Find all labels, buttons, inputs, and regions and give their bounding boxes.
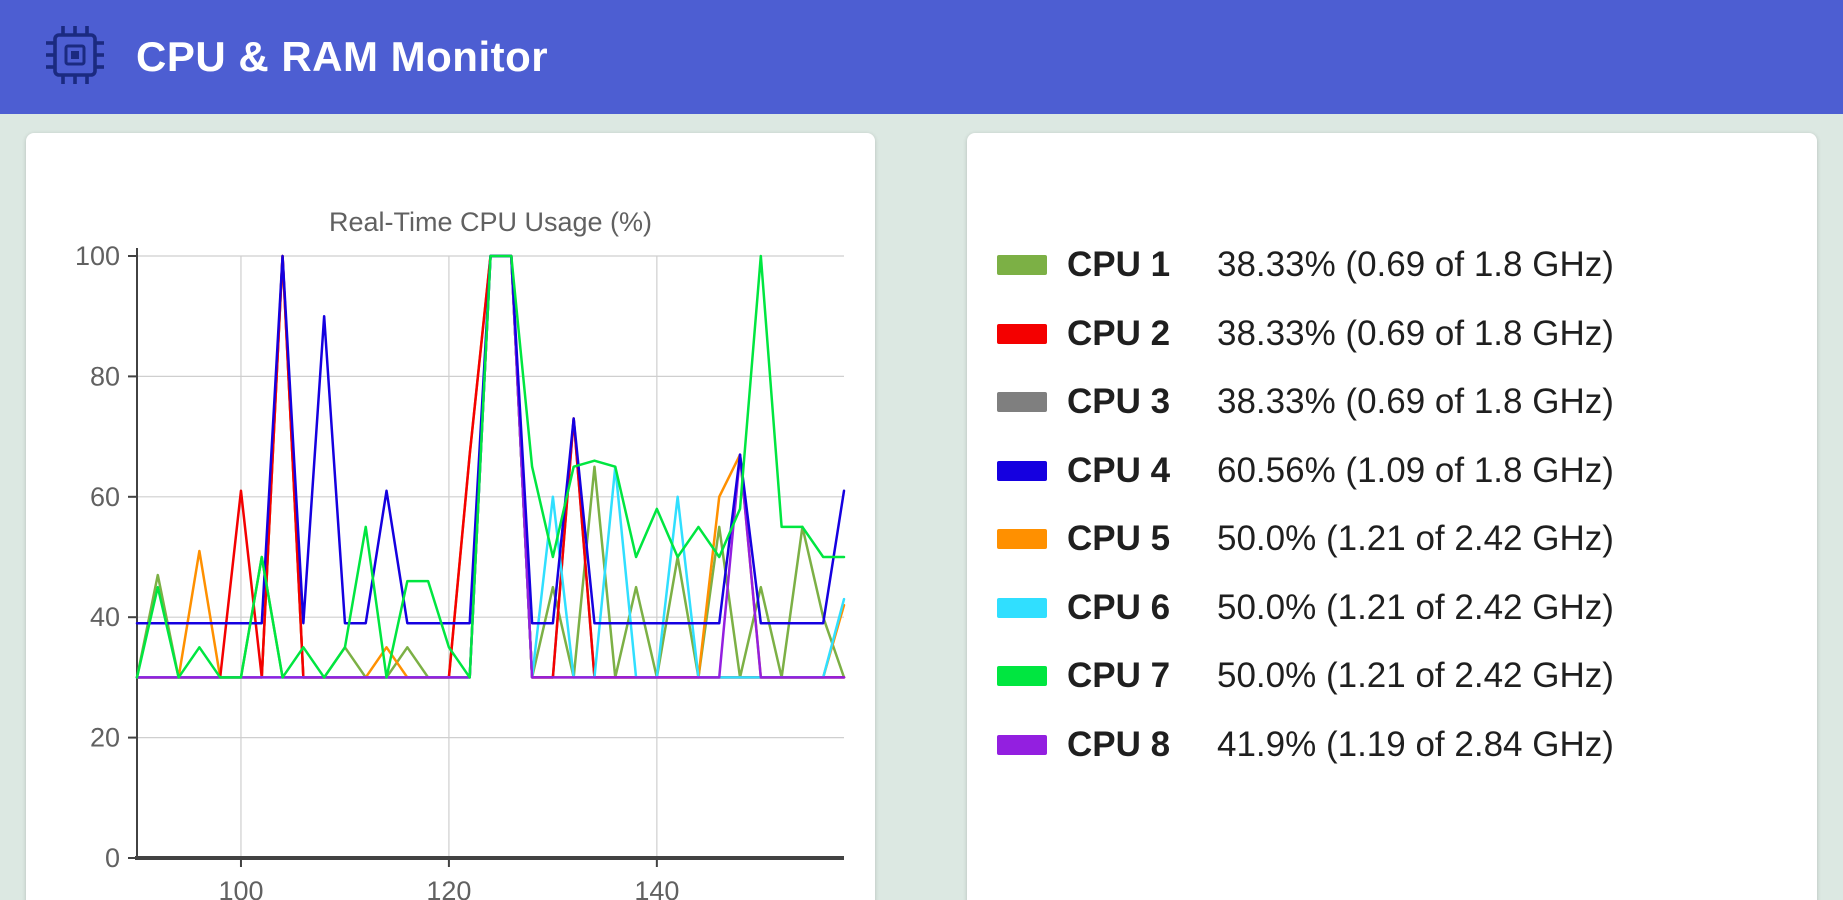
cpu6-label: CPU 6 bbox=[1067, 587, 1171, 627]
cpu7-value: 50.0% (1.21 of 2.42 GHz) bbox=[1217, 656, 1614, 696]
legend-row-cpu1: CPU 1 38.33% (0.69 of 1.8 GHz) bbox=[997, 231, 1817, 300]
cpu1-value: 38.33% (0.69 of 1.8 GHz) bbox=[1217, 245, 1614, 285]
cpu2-value: 38.33% (0.69 of 1.8 GHz) bbox=[1217, 313, 1614, 353]
svg-text:100: 100 bbox=[75, 241, 120, 271]
page-title: CPU & RAM Monitor bbox=[136, 33, 549, 80]
cpu5-color-swatch bbox=[997, 529, 1047, 550]
svg-text:40: 40 bbox=[90, 602, 120, 632]
legend-row-cpu3: CPU 3 38.33% (0.69 of 1.8 GHz) bbox=[997, 368, 1817, 437]
svg-text:Real-Time CPU Usage (%): Real-Time CPU Usage (%) bbox=[329, 207, 652, 237]
cpu-legend-list: CPU 1 38.33% (0.69 of 1.8 GHz) CPU 2 38.… bbox=[967, 133, 1817, 779]
cpu4-label: CPU 4 bbox=[1067, 450, 1171, 490]
cpu8-label: CPU 8 bbox=[1067, 724, 1171, 764]
cpu6-color-swatch bbox=[997, 597, 1047, 618]
cpu3-label: CPU 3 bbox=[1067, 382, 1171, 422]
cpu-chart-card: 0 20 40 60 80 100 100 120 140 Real-Time CPU Usage… bbox=[26, 133, 875, 900]
legend-row-cpu2: CPU 2 38.33% (0.69 of 1.8 GHz) bbox=[997, 300, 1817, 369]
legend-row-cpu4: CPU 4 60.56% (1.09 of 1.8 GHz) bbox=[997, 437, 1817, 506]
legend-row-cpu8: CPU 8 41.9% (1.19 of 2.84 GHz) bbox=[997, 711, 1817, 780]
legend-row-cpu6: CPU 6 50.0% (1.21 of 2.42 GHz) bbox=[997, 574, 1817, 643]
cpu3-value: 38.33% (0.69 of 1.8 GHz) bbox=[1217, 382, 1614, 422]
legend-row-cpu7: CPU 7 50.0% (1.21 of 2.42 GHz) bbox=[997, 642, 1817, 711]
cpu-chip-icon bbox=[44, 24, 106, 91]
svg-text:20: 20 bbox=[90, 723, 120, 753]
svg-text:140: 140 bbox=[634, 876, 679, 900]
cpu8-color-swatch bbox=[997, 734, 1047, 755]
cpu7-label: CPU 7 bbox=[1067, 656, 1171, 696]
cpu-legend-card: CPU 1 38.33% (0.69 of 1.8 GHz) CPU 2 38.… bbox=[967, 133, 1817, 900]
svg-text:100: 100 bbox=[218, 876, 263, 900]
cpu2-label: CPU 2 bbox=[1067, 313, 1171, 353]
cpu7-color-swatch bbox=[997, 666, 1047, 687]
cpu1-label: CPU 1 bbox=[1067, 245, 1171, 285]
cpu2-color-swatch bbox=[997, 323, 1047, 344]
cpu5-label: CPU 5 bbox=[1067, 519, 1171, 559]
svg-text:80: 80 bbox=[90, 361, 120, 391]
svg-text:60: 60 bbox=[90, 482, 120, 512]
cpu4-color-swatch bbox=[997, 460, 1047, 481]
cpu6-value: 50.0% (1.21 of 2.42 GHz) bbox=[1217, 587, 1614, 627]
legend-row-cpu5: CPU 5 50.0% (1.21 of 2.42 GHz) bbox=[997, 505, 1817, 574]
app-header: CPU & RAM Monitor bbox=[0, 0, 1843, 114]
svg-text:120: 120 bbox=[426, 876, 471, 900]
cpu4-value: 60.56% (1.09 of 1.8 GHz) bbox=[1217, 450, 1614, 490]
svg-text:0: 0 bbox=[105, 843, 120, 873]
cpu3-color-swatch bbox=[997, 392, 1047, 413]
cpu1-color-swatch bbox=[997, 255, 1047, 276]
cpu5-value: 50.0% (1.21 of 2.42 GHz) bbox=[1217, 519, 1614, 559]
cpu8-value: 41.9% (1.19 of 2.84 GHz) bbox=[1217, 724, 1614, 764]
cpu-usage-chart: 0 20 40 60 80 100 100 120 140 Real-Time CPU Usage… bbox=[75, 207, 846, 900]
